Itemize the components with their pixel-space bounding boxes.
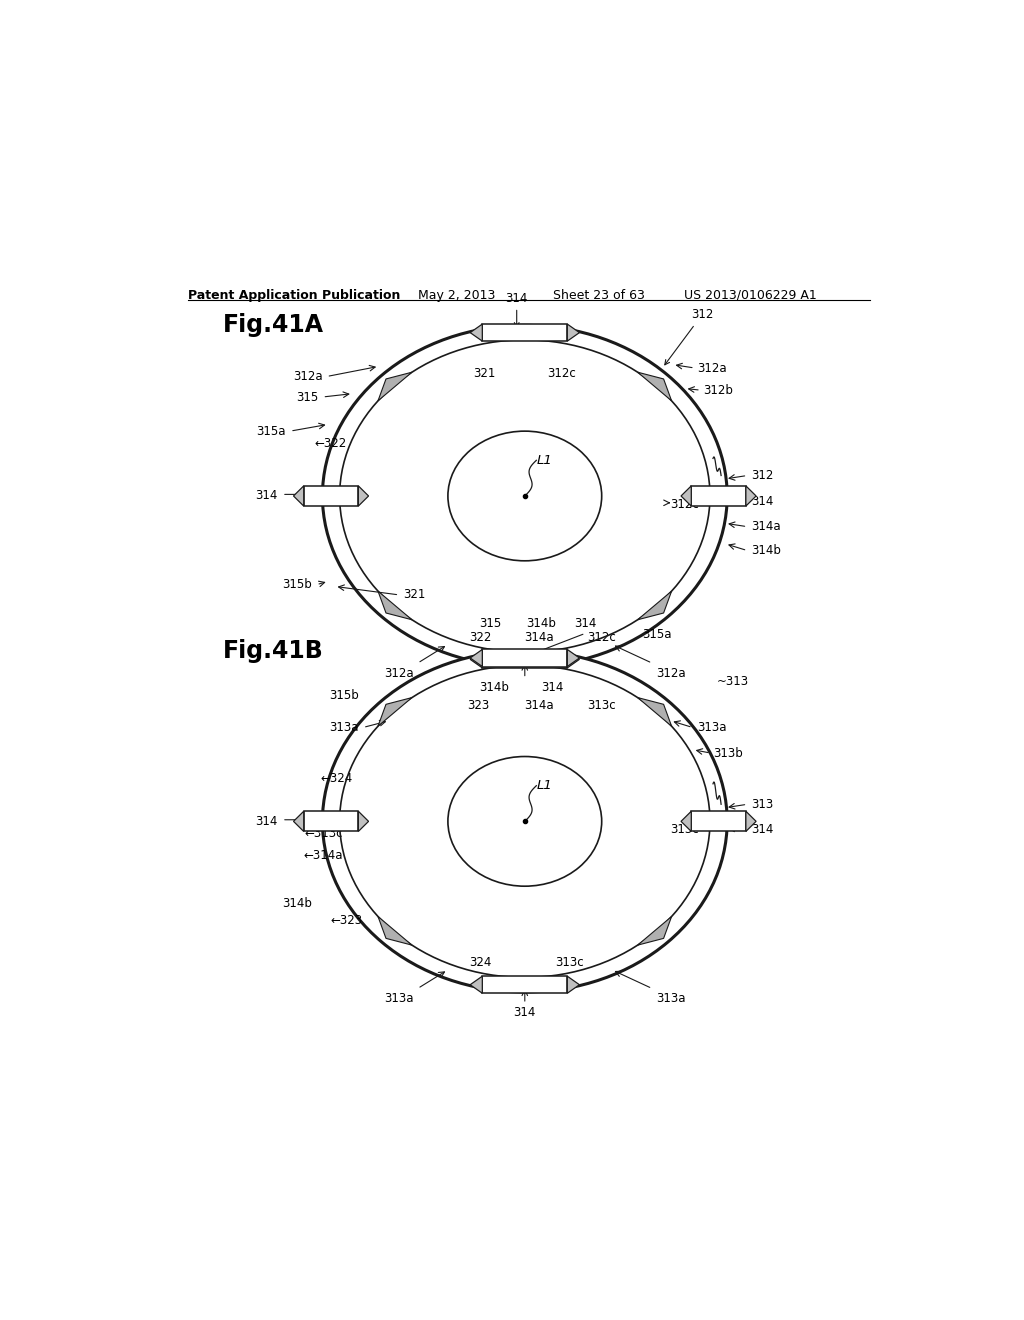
Polygon shape xyxy=(638,372,672,401)
Text: 313b: 313b xyxy=(713,747,742,759)
Polygon shape xyxy=(470,977,482,993)
Text: 321: 321 xyxy=(403,589,426,602)
Text: 314b: 314b xyxy=(752,544,781,557)
Text: May 2, 2013: May 2, 2013 xyxy=(418,289,495,302)
Text: ←324: ←324 xyxy=(321,772,353,785)
Polygon shape xyxy=(294,486,304,506)
Polygon shape xyxy=(681,486,691,506)
Polygon shape xyxy=(638,591,672,620)
Text: 314b: 314b xyxy=(283,896,312,909)
Text: US 2013/0106229 A1: US 2013/0106229 A1 xyxy=(684,289,816,302)
Text: 314a: 314a xyxy=(524,698,554,711)
Polygon shape xyxy=(378,697,412,726)
Polygon shape xyxy=(378,591,412,620)
Text: ←323: ←323 xyxy=(331,913,362,927)
Text: 315b: 315b xyxy=(329,689,358,702)
Polygon shape xyxy=(567,649,580,667)
Text: Sheet 23 of 63: Sheet 23 of 63 xyxy=(553,289,644,302)
Text: 315: 315 xyxy=(479,616,502,630)
Polygon shape xyxy=(691,812,745,832)
Text: 323: 323 xyxy=(467,698,489,711)
Text: 312c: 312c xyxy=(671,498,699,511)
Text: ~313: ~313 xyxy=(717,675,750,688)
Text: 314a: 314a xyxy=(524,631,554,644)
Polygon shape xyxy=(567,977,580,993)
Polygon shape xyxy=(567,325,580,341)
Text: 314: 314 xyxy=(752,824,774,837)
Polygon shape xyxy=(470,325,482,341)
Text: 314: 314 xyxy=(256,490,278,503)
Text: ←322: ←322 xyxy=(314,437,347,450)
Text: 324: 324 xyxy=(469,956,492,969)
Polygon shape xyxy=(638,916,672,945)
Polygon shape xyxy=(691,486,745,506)
Polygon shape xyxy=(567,651,580,668)
Ellipse shape xyxy=(447,756,602,886)
Text: ←314a: ←314a xyxy=(303,849,343,862)
Text: Fig.41B: Fig.41B xyxy=(223,639,324,663)
Text: L1: L1 xyxy=(537,454,552,467)
Text: 322: 322 xyxy=(469,631,492,644)
Text: Fig.41A: Fig.41A xyxy=(223,313,325,338)
Text: 314: 314 xyxy=(752,495,774,508)
Text: 313c: 313c xyxy=(588,698,616,711)
Polygon shape xyxy=(470,651,482,668)
Text: 315a: 315a xyxy=(642,628,672,642)
Text: 315a: 315a xyxy=(256,425,286,438)
Text: 312c: 312c xyxy=(547,367,575,380)
Polygon shape xyxy=(745,486,756,506)
Text: 312: 312 xyxy=(752,469,774,482)
Text: 314b: 314b xyxy=(479,681,509,694)
Ellipse shape xyxy=(323,325,727,667)
Polygon shape xyxy=(638,697,672,726)
Polygon shape xyxy=(358,812,369,832)
Text: 313a: 313a xyxy=(696,721,726,734)
Text: ←312c: ←312c xyxy=(304,496,343,510)
Polygon shape xyxy=(482,325,567,341)
Text: 314b: 314b xyxy=(526,616,556,630)
Text: 314: 314 xyxy=(256,814,278,828)
Text: 314: 314 xyxy=(506,292,528,327)
Polygon shape xyxy=(294,812,304,832)
Text: 312a: 312a xyxy=(293,370,323,383)
Text: 313a: 313a xyxy=(330,721,358,734)
Text: 313a: 313a xyxy=(384,991,414,1005)
Text: Patent Application Publication: Patent Application Publication xyxy=(187,289,400,302)
Text: 313: 313 xyxy=(752,797,774,810)
Polygon shape xyxy=(304,812,358,832)
Text: 313c: 313c xyxy=(555,956,584,969)
Text: 312a: 312a xyxy=(696,362,726,375)
Text: 315b: 315b xyxy=(283,578,312,591)
Text: ←313c: ←313c xyxy=(304,826,343,840)
Text: 312: 312 xyxy=(665,309,713,364)
Ellipse shape xyxy=(323,651,727,991)
Polygon shape xyxy=(681,812,691,832)
Text: 312a: 312a xyxy=(384,667,414,680)
Polygon shape xyxy=(470,649,482,667)
Text: L1: L1 xyxy=(537,779,552,792)
Polygon shape xyxy=(358,486,369,506)
Text: 314a: 314a xyxy=(752,520,781,533)
Text: 314: 314 xyxy=(541,681,563,694)
Polygon shape xyxy=(482,977,567,993)
Text: 312a: 312a xyxy=(656,667,686,680)
Text: 312b: 312b xyxy=(702,384,733,397)
Text: 314: 314 xyxy=(514,1006,536,1019)
Polygon shape xyxy=(378,916,412,945)
Text: 321: 321 xyxy=(473,367,496,380)
Text: 314: 314 xyxy=(574,616,597,630)
Text: 313c: 313c xyxy=(671,824,699,837)
Text: 315: 315 xyxy=(296,391,318,404)
Ellipse shape xyxy=(447,432,602,561)
Polygon shape xyxy=(304,486,358,506)
Polygon shape xyxy=(745,812,756,832)
Polygon shape xyxy=(378,372,412,401)
Text: 312c: 312c xyxy=(588,631,616,644)
Polygon shape xyxy=(482,651,567,668)
Polygon shape xyxy=(482,649,567,667)
Text: 313a: 313a xyxy=(656,991,686,1005)
